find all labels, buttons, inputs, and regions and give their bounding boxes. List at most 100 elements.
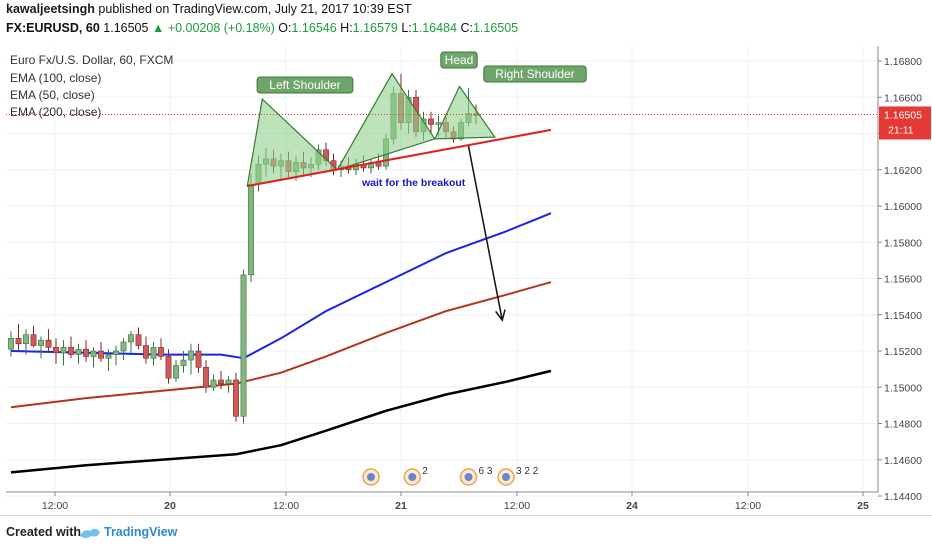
arrow-shaft [467,146,503,321]
candle-down [15,338,22,345]
event-flag-icon [367,473,375,481]
right-shoulder-shape [433,85,496,140]
candle-up [435,122,442,125]
legend-ema50[interactable]: EMA (50, close) [10,88,95,102]
publish-line: kawaljeetsingh published on TradingView.… [6,2,412,16]
event-count: 6 3 [479,466,493,477]
breakout-annotation: wait for the breakout [361,177,466,189]
tradingview-brand[interactable]: TradingView [104,525,178,539]
price-tick-label: 1.16600 [884,92,922,104]
price-tick-label: 1.15800 [884,237,922,249]
candle-up [60,347,67,354]
event-count: 2 [422,466,428,477]
price-tick-label: 1.14600 [884,455,922,467]
right-shoulder-label-box [483,65,587,83]
candle-down [68,347,74,355]
published-text: published on TradingView.com, July 21, 2… [98,2,412,16]
ema-100-path [10,281,552,409]
head-label: Head [445,53,474,67]
symbol-label: FX:EURUSD, 60 [6,21,100,35]
candle-down [30,334,37,346]
head-and-shoulders-pattern [246,72,496,187]
current-price-tag [879,106,931,140]
candle-up [225,379,232,384]
candle-up [113,350,119,355]
candle-up [8,338,14,350]
open-value: 1.16546 [291,21,337,35]
event-flag-icon [502,473,510,481]
tradingview-logo-icon [80,528,100,538]
candle-up [38,339,44,346]
candle-up [210,379,217,388]
price-tick-label: 1.15600 [884,274,922,286]
bar-countdown: 21:11 [888,124,914,136]
left-shoulder-label: Left Shoulder [269,78,340,92]
candle-down [98,350,104,359]
candle-down [195,350,202,368]
close-value: 1.16505 [472,21,519,35]
candle-down [233,379,239,417]
forecast-arrow [467,146,506,322]
low-value: 1.16484 [411,21,457,35]
ema-100-line [10,281,552,409]
price-change: ▲ +0.00208 (+0.18%) [151,21,275,35]
price-tick-label: 1.15400 [884,310,922,322]
candle-down [53,347,59,354]
high-value: 1.16579 [352,21,398,35]
legend-instrument: Euro Fx/U.S. Dollar, 60, FXCM [10,53,174,67]
candle-down [158,347,164,357]
last-price: 1.16505 [103,21,149,35]
neckline-trendline [247,128,552,188]
price-tick-label: 1.15200 [884,346,922,358]
footer: Created with TradingView [0,515,932,551]
legend-ema200[interactable]: EMA (200, close) [10,105,102,119]
open-label: O: [278,21,292,35]
head-shape [336,72,436,171]
candle-down [218,379,224,384]
arrow-head [495,309,506,322]
time-tick-label: 20 [164,500,176,512]
axes: 1.168001.166001.164001.162001.160001.158… [6,46,931,512]
ema-200-path [10,369,552,474]
author-name[interactable]: kawaljeetsingh [6,2,95,16]
candle-down [45,339,52,348]
ema-50-line [10,212,552,360]
candle-down [165,356,172,379]
candle-up [240,274,247,417]
candle-down [203,367,209,388]
ema-50-path [10,212,552,360]
candle-down [83,348,89,357]
time-tick-label: 21 [395,500,407,512]
candle-up [75,348,82,355]
price-chart[interactable]: 26 33 2 2 1.168001.166001.164001.162001.… [0,40,932,515]
legend-ema100[interactable]: EMA (100, close) [10,71,102,85]
time-tick-label: 12:00 [273,500,299,512]
candle-up [120,341,127,352]
candle-up [180,359,187,366]
right-shoulder-label: Right Shoulder [495,67,574,81]
grid [6,46,878,497]
price-tick-label: 1.16000 [884,201,922,213]
candle-down [143,345,149,359]
close-label: C: [460,21,473,35]
trendline-path [247,128,552,188]
candle-up [248,183,254,276]
candle-up [105,354,112,359]
price-tick-label: 1.14800 [884,419,922,431]
ema-200-line [10,369,552,474]
quote-line: FX:EURUSD, 60 1.16505 ▲ +0.00208 (+0.18%… [6,21,518,35]
candle-up [90,350,97,357]
candle-down [135,334,142,346]
candle-up [23,334,29,345]
time-tick-label: 24 [626,500,638,512]
candle-up [150,347,157,359]
economic-events: 2 6 3 3 2 2 [362,466,539,486]
low-label: L: [401,21,412,35]
left-shoulder-shape [246,97,339,187]
created-with-label: Created with [6,525,82,539]
head-label-box [440,51,478,69]
candle-up [188,350,194,361]
time-tick-label: 12:00 [42,500,68,512]
time-tick-label: 25 [857,500,869,512]
